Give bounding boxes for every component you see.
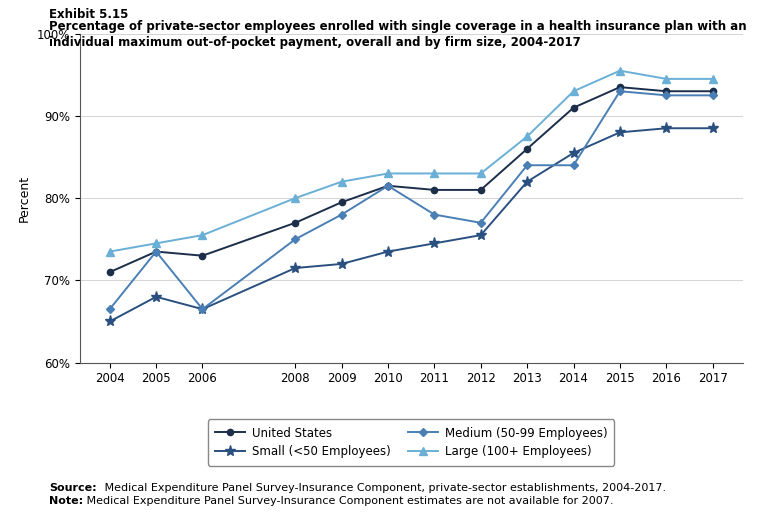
Text: Source:: Source: — [49, 483, 97, 493]
Text: Medical Expenditure Panel Survey-Insurance Component estimates are not available: Medical Expenditure Panel Survey-Insuran… — [83, 496, 614, 506]
Legend: United States, Small (<50 Employees), Medium (50-99 Employees), Large (100+ Empl: United States, Small (<50 Employees), Me… — [208, 420, 615, 466]
Text: Percentage of private-sector employees enrolled with single coverage in a health: Percentage of private-sector employees e… — [49, 20, 747, 49]
Y-axis label: Percent: Percent — [18, 175, 31, 222]
Text: Medical Expenditure Panel Survey-Insurance Component, private-sector establishme: Medical Expenditure Panel Survey-Insuran… — [101, 483, 666, 493]
Text: Exhibit 5.15: Exhibit 5.15 — [49, 8, 129, 21]
Text: Note:: Note: — [49, 496, 83, 506]
